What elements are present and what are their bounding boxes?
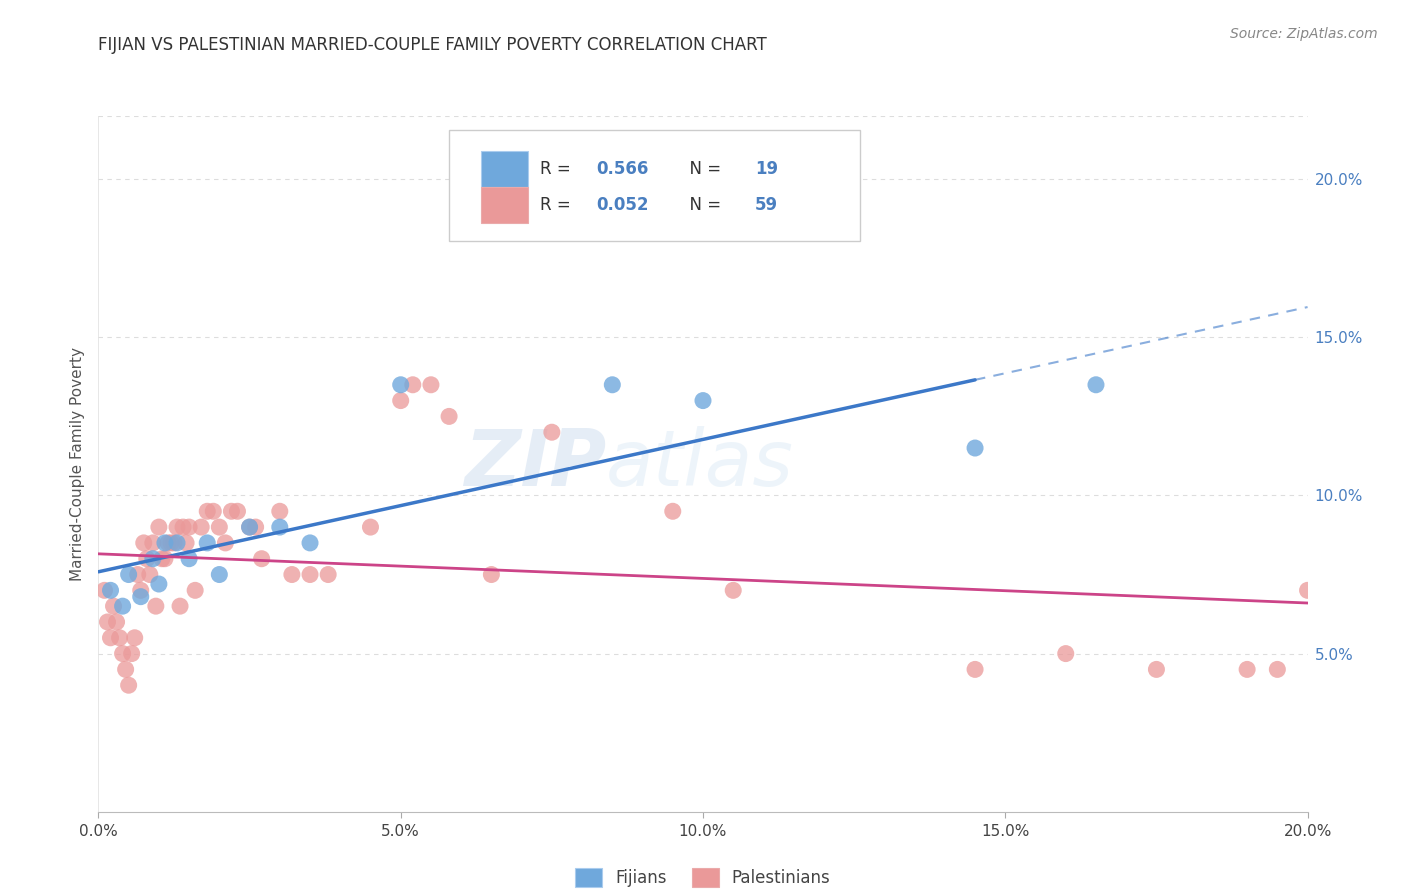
Point bbox=[389, 393, 412, 408]
Point bbox=[160, 536, 183, 550]
Point bbox=[148, 520, 170, 534]
Point bbox=[114, 662, 136, 676]
Point bbox=[661, 504, 683, 518]
Point bbox=[1267, 662, 1289, 676]
Text: R =: R = bbox=[540, 160, 576, 178]
Point bbox=[195, 536, 218, 550]
Point bbox=[1236, 662, 1258, 676]
Point bbox=[965, 441, 987, 455]
Point bbox=[245, 520, 267, 534]
Point bbox=[239, 520, 262, 534]
Point bbox=[179, 551, 201, 566]
Y-axis label: Married-Couple Family Poverty: Married-Couple Family Poverty bbox=[69, 347, 84, 581]
Point bbox=[221, 504, 243, 518]
Point bbox=[156, 536, 179, 550]
Point bbox=[166, 536, 188, 550]
Legend: Fijians, Palestinians: Fijians, Palestinians bbox=[568, 862, 838, 892]
Point bbox=[540, 425, 562, 440]
Point bbox=[269, 520, 291, 534]
Point bbox=[132, 536, 155, 550]
Text: FIJIAN VS PALESTINIAN MARRIED-COUPLE FAMILY POVERTY CORRELATION CHART: FIJIAN VS PALESTINIAN MARRIED-COUPLE FAM… bbox=[98, 36, 768, 54]
Text: atlas: atlas bbox=[606, 425, 794, 502]
Point bbox=[142, 551, 165, 566]
Point bbox=[389, 377, 412, 392]
Point bbox=[139, 567, 162, 582]
Point bbox=[153, 551, 176, 566]
Point bbox=[250, 551, 273, 566]
Point bbox=[1054, 647, 1077, 661]
Point bbox=[208, 567, 231, 582]
Point bbox=[402, 377, 425, 392]
Point bbox=[150, 551, 173, 566]
Point bbox=[420, 377, 443, 392]
Point bbox=[481, 567, 503, 582]
Point bbox=[127, 567, 149, 582]
Point bbox=[360, 520, 382, 534]
Point bbox=[118, 678, 141, 692]
Text: R =: R = bbox=[540, 196, 576, 214]
Text: N =: N = bbox=[679, 196, 725, 214]
Text: 59: 59 bbox=[755, 196, 778, 214]
Point bbox=[100, 583, 122, 598]
Point bbox=[100, 631, 122, 645]
Point bbox=[299, 536, 322, 550]
Point bbox=[129, 590, 152, 604]
Point bbox=[184, 583, 207, 598]
Point bbox=[214, 536, 236, 550]
Point bbox=[239, 520, 262, 534]
Point bbox=[103, 599, 125, 614]
Text: 19: 19 bbox=[755, 160, 778, 178]
Point bbox=[1085, 377, 1108, 392]
Point bbox=[1144, 662, 1167, 676]
Point bbox=[121, 647, 143, 661]
Point bbox=[142, 536, 165, 550]
Text: Source: ZipAtlas.com: Source: ZipAtlas.com bbox=[1230, 27, 1378, 41]
Point bbox=[437, 409, 460, 424]
Point bbox=[111, 647, 134, 661]
Point bbox=[723, 583, 745, 598]
Point bbox=[166, 520, 188, 534]
Text: N =: N = bbox=[679, 160, 725, 178]
Point bbox=[602, 377, 624, 392]
Text: ZIP: ZIP bbox=[464, 425, 606, 502]
Point bbox=[190, 520, 212, 534]
Point bbox=[96, 615, 118, 629]
Point bbox=[153, 536, 176, 550]
Point bbox=[145, 599, 167, 614]
Point bbox=[281, 567, 304, 582]
Point bbox=[111, 599, 134, 614]
Point bbox=[299, 567, 322, 582]
Point bbox=[226, 504, 249, 518]
Point bbox=[169, 599, 191, 614]
Point bbox=[195, 504, 218, 518]
Point bbox=[965, 662, 987, 676]
Point bbox=[124, 631, 146, 645]
Text: 0.566: 0.566 bbox=[596, 160, 650, 178]
Point bbox=[129, 583, 152, 598]
Point bbox=[118, 567, 141, 582]
Point bbox=[172, 520, 194, 534]
Point bbox=[108, 631, 131, 645]
Point bbox=[692, 393, 714, 408]
Point bbox=[179, 520, 201, 534]
Point bbox=[208, 520, 231, 534]
FancyBboxPatch shape bbox=[449, 130, 860, 241]
Point bbox=[174, 536, 197, 550]
FancyBboxPatch shape bbox=[481, 151, 527, 187]
Text: 0.052: 0.052 bbox=[596, 196, 650, 214]
Point bbox=[202, 504, 225, 518]
Point bbox=[269, 504, 291, 518]
Point bbox=[316, 567, 339, 582]
Point bbox=[1296, 583, 1319, 598]
Point bbox=[93, 583, 115, 598]
FancyBboxPatch shape bbox=[481, 187, 527, 223]
Point bbox=[148, 577, 170, 591]
Point bbox=[105, 615, 128, 629]
Point bbox=[135, 551, 157, 566]
Point bbox=[163, 536, 186, 550]
